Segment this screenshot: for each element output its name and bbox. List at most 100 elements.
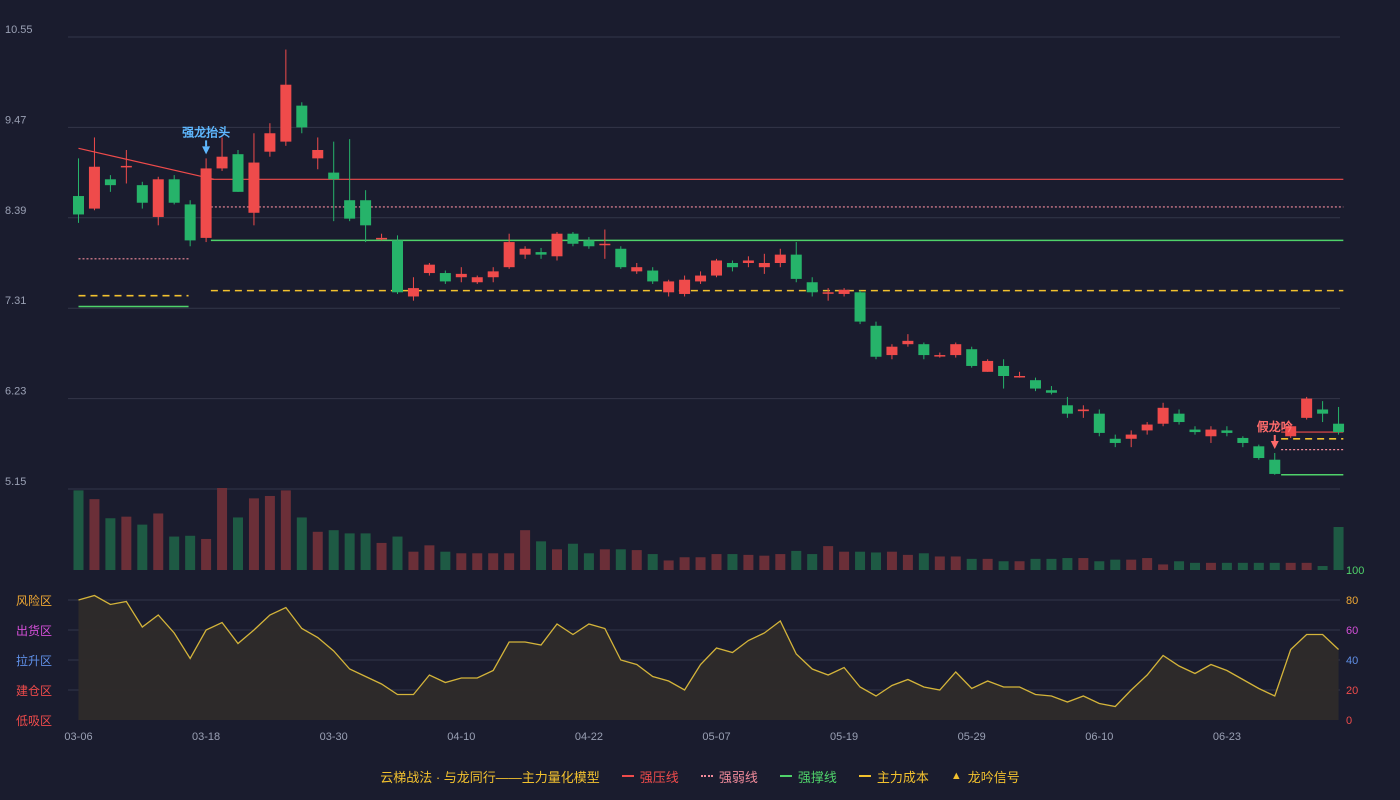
- candle-body: [344, 200, 356, 219]
- price-tick-label: 5.15: [5, 476, 26, 488]
- volume-bar: [743, 554, 754, 570]
- volume-bar: [488, 553, 499, 570]
- candle-body: [774, 254, 786, 263]
- volume-bar: [1014, 561, 1025, 570]
- volume-bar: [328, 530, 339, 570]
- candle-body: [1269, 459, 1281, 474]
- volume-bar: [264, 495, 275, 570]
- candle-body: [711, 260, 722, 276]
- candle-body: [73, 196, 84, 215]
- candlestick-series: [73, 49, 1345, 475]
- candle-body: [1014, 376, 1026, 378]
- volume-bar: [1174, 561, 1185, 570]
- volume-bar: [1094, 561, 1105, 570]
- volume-bar: [296, 517, 307, 570]
- legend-item-support[interactable]: 强撑线: [779, 767, 837, 786]
- x-tick-label: 05-19: [830, 731, 858, 743]
- candle-body: [934, 355, 946, 357]
- candle-body: [1061, 405, 1073, 414]
- legend-label-signal: 龙吟信号: [967, 769, 1020, 785]
- candle-body: [1333, 423, 1345, 433]
- candle-body: [647, 270, 659, 282]
- candle-body: [854, 292, 866, 322]
- candle-body: [360, 200, 372, 226]
- volume-bar: [775, 554, 786, 570]
- oscillator-zone-label: 出货区: [16, 623, 52, 638]
- candle-body: [1237, 437, 1249, 443]
- volume-bar: [711, 554, 722, 570]
- oscillator-tick-label: 60: [1346, 625, 1358, 637]
- candle-body: [695, 275, 707, 282]
- volume-bar: [727, 554, 738, 570]
- volume-bar: [1110, 559, 1121, 570]
- x-tick-label: 06-23: [1213, 731, 1241, 743]
- candle-body: [200, 168, 212, 238]
- candle-body: [790, 254, 802, 279]
- candle-body: [455, 273, 467, 278]
- candle-body: [870, 325, 882, 357]
- candle-body: [1317, 409, 1329, 414]
- candle-body: [376, 237, 388, 240]
- candle-body: [392, 240, 403, 293]
- volume-bar: [185, 535, 196, 570]
- volume-bar: [950, 556, 961, 570]
- signal-label: 强龙抬头: [182, 124, 230, 139]
- legend-item-cost[interactable]: 主力成本: [858, 767, 929, 786]
- volume-bar: [1062, 558, 1073, 570]
- x-tick-label: 05-29: [958, 731, 986, 743]
- volume-bar: [998, 561, 1009, 570]
- candle-body: [248, 162, 260, 213]
- volume-bar: [663, 560, 674, 570]
- candle-body: [296, 105, 308, 128]
- volume-bar: [679, 557, 690, 570]
- volume-bar: [855, 551, 866, 570]
- candle-body: [663, 281, 675, 293]
- price-tick-label: 6.23: [5, 386, 26, 398]
- volume-bar: [201, 538, 212, 570]
- oscillator-zone-label: 建仓区: [16, 684, 52, 698]
- candle-body: [328, 172, 340, 180]
- volume-bar: [1253, 562, 1264, 570]
- legend-item-weak[interactable]: 强弱线: [700, 767, 758, 786]
- price-tick-label: 10.55: [5, 24, 33, 36]
- oscillator-zone-label: 低吸区: [16, 714, 52, 728]
- support-swatch: [779, 775, 792, 777]
- candle-body: [519, 248, 531, 255]
- legend-item-signal[interactable]: ▲ 龙吟信号: [951, 767, 1020, 786]
- legend-item-resistance[interactable]: 强压线: [621, 767, 679, 786]
- candle-body: [1125, 434, 1137, 439]
- volume-bar: [89, 499, 100, 570]
- x-tick-label: 03-30: [320, 731, 348, 743]
- candle-body: [1253, 446, 1265, 459]
- volume-bars: [73, 488, 1344, 570]
- signal-arrow-icon: [1270, 441, 1279, 450]
- candle-body: [1173, 413, 1185, 423]
- volume-bar: [1046, 558, 1057, 570]
- candle-body: [551, 233, 563, 257]
- volume-bar: [280, 490, 291, 570]
- volume-bar: [918, 553, 929, 570]
- candle-body: [1030, 380, 1041, 389]
- volume-bar: [1078, 558, 1089, 570]
- volume-bar: [1301, 562, 1312, 570]
- volume-bar: [695, 557, 706, 570]
- candle-body: [1109, 438, 1121, 443]
- volume-bar: [1205, 562, 1216, 570]
- candle-body: [487, 271, 499, 278]
- volume-bar: [217, 488, 228, 570]
- candle-body: [615, 248, 627, 268]
- volume-bar: [886, 551, 897, 570]
- oscillator-tick-label: 40: [1346, 655, 1358, 667]
- volume-bar: [1237, 562, 1248, 570]
- x-tick-label: 04-10: [447, 731, 475, 743]
- volume-bar: [504, 553, 515, 570]
- volume-bar: [1285, 562, 1296, 570]
- volume-bar: [408, 551, 419, 570]
- legend-label-cost: 主力成本: [876, 769, 929, 785]
- volume-bar: [153, 513, 164, 570]
- volume-bar: [871, 552, 881, 570]
- candle-body: [1093, 413, 1105, 433]
- candle-body: [950, 344, 962, 356]
- volume-bar: [1221, 562, 1232, 570]
- volume-bar: [839, 551, 850, 570]
